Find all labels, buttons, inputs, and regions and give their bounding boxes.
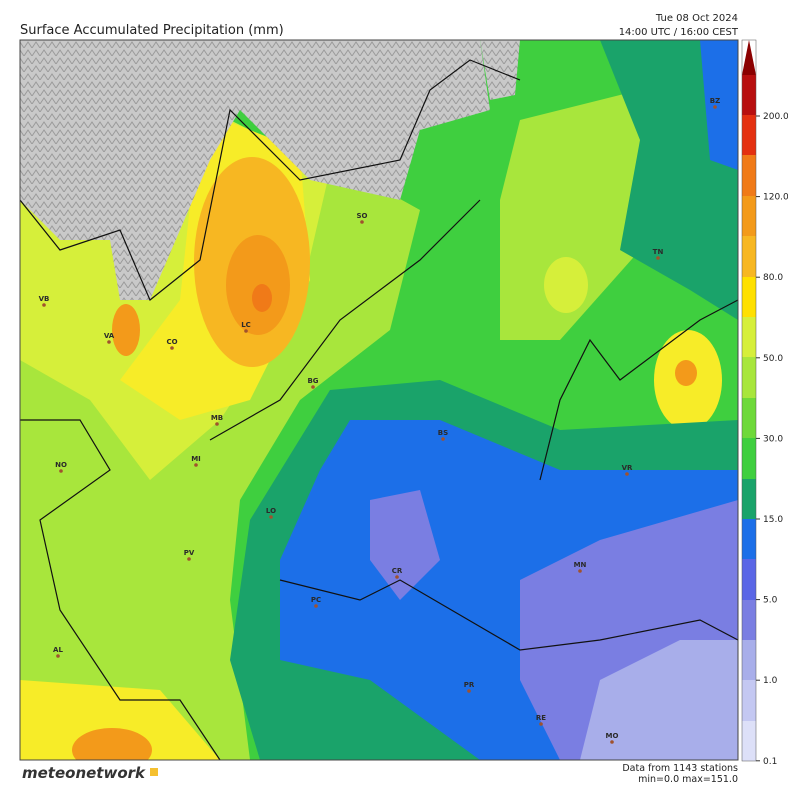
city-dot <box>578 569 582 573</box>
city-label: PV <box>184 549 195 557</box>
colorbar-label: 0.1 <box>763 757 777 767</box>
time: 14:00 UTC / 16:00 CEST <box>619 27 739 38</box>
city-dot <box>539 722 543 726</box>
city-dot <box>360 220 364 224</box>
city-label: PC <box>311 596 321 604</box>
logo-square <box>150 768 158 776</box>
city-dot <box>625 472 629 476</box>
city-dot <box>314 604 318 608</box>
map-area <box>20 40 738 760</box>
city-label: MO <box>606 732 619 740</box>
city-dot <box>269 515 273 519</box>
city-label: LO <box>266 507 276 515</box>
city-dot <box>187 557 191 561</box>
city-dot <box>656 256 660 260</box>
city-dot <box>467 689 471 693</box>
city-dot <box>395 575 399 579</box>
colorbar-label: 50.0 <box>763 354 783 364</box>
colorbar-label: 120.0 <box>763 193 788 203</box>
city-label: AL <box>53 646 63 654</box>
city-dot <box>56 654 60 658</box>
city-dot <box>59 469 63 473</box>
city-dot <box>244 329 248 333</box>
city-dot <box>713 105 717 109</box>
city-label: MB <box>211 414 223 422</box>
city-label: NO <box>55 461 67 469</box>
city-label: BG <box>307 377 318 385</box>
city-label: PR <box>464 681 475 689</box>
cities: BZ SO TN VB LC VA CO BG MB BS MI NO VR LO PV MN CR PC AL PR… <box>39 97 720 744</box>
city-label: SO <box>357 212 368 220</box>
city-label: LC <box>241 321 251 329</box>
city-label: TN <box>653 248 664 256</box>
colorbar-label: 80.0 <box>763 273 783 283</box>
colorbar-label: 30.0 <box>763 434 783 444</box>
city-dot <box>42 303 46 307</box>
city-label: MN <box>574 561 587 569</box>
city-label: BS <box>438 429 448 437</box>
city-label: RE <box>536 714 546 722</box>
title: Surface Accumulated Precipitation (mm) <box>20 23 284 38</box>
city-label: BZ <box>710 97 720 105</box>
colorbar-label: 1.0 <box>763 676 778 686</box>
colorbar <box>741 39 757 762</box>
minmax: min=0.0 max=151.0 <box>638 774 738 785</box>
date: Tue 08 Oct 2024 <box>655 13 738 24</box>
city-dot <box>107 340 111 344</box>
city-label: VR <box>622 464 633 472</box>
city-label: CR <box>392 567 403 575</box>
city-label: VB <box>39 295 50 303</box>
logo: meteonetwork <box>22 764 146 782</box>
colorbar-label: 5.0 <box>763 596 778 606</box>
city-dot <box>215 422 219 426</box>
city-label: CO <box>166 338 177 346</box>
city-dot <box>194 463 198 467</box>
stations: Data from 1143 stations <box>622 763 738 774</box>
colorbar-labels: 200.0 120.0 80.0 50.0 30.0 15.0 5.0 1.0 0.1 <box>756 112 788 767</box>
city-dot <box>441 437 445 441</box>
city-dot <box>610 740 614 744</box>
colorbar-label: 15.0 <box>763 515 783 525</box>
city-dot <box>170 346 174 350</box>
colorbar-label: 200.0 <box>763 112 788 122</box>
city-label: VA <box>104 332 115 340</box>
city-label: MI <box>191 455 201 463</box>
city-dot <box>311 385 315 389</box>
